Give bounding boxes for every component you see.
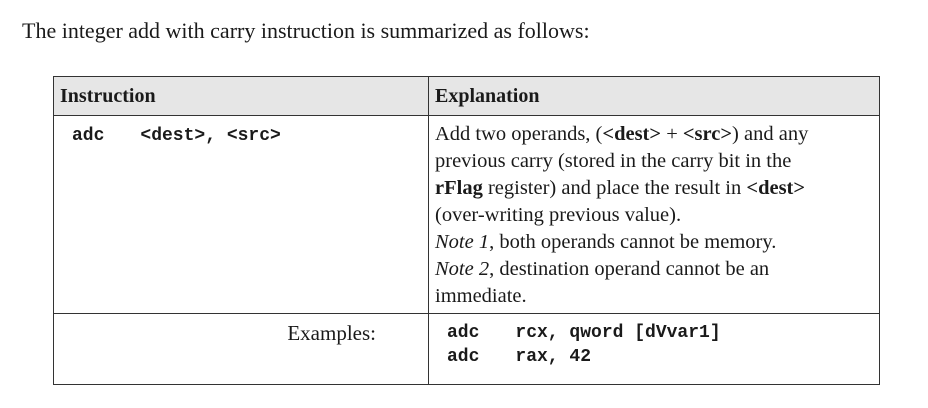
example-line: adc rax, 42 [447, 347, 592, 367]
instruction-summary-table: Instruction Explanation adc <dest>, <src>… [53, 76, 880, 385]
table-row: Examples: adc rcx, qword [dVvar1] adc rax,… [53, 313, 880, 385]
header-explanation: Explanation [428, 76, 880, 116]
table-header-row: Instruction Explanation [53, 76, 880, 116]
examples-label-cell: Examples: [53, 313, 429, 385]
example-line: adc rcx, qword [dVvar1] [447, 323, 721, 343]
intro-text: The integer add with carry instruction i… [22, 18, 590, 43]
examples-code: adc rcx, qword [dVvar1] adc rax, 42 [447, 321, 879, 369]
note-1: Note 1, both operands cannot be memory. [435, 231, 777, 253]
examples-cell: adc rcx, qword [dVvar1] adc rax, 42 [428, 313, 880, 385]
explanation-text: Add two operands, (<dest> + <src>) and a… [429, 116, 879, 313]
table-row: adc <dest>, <src> Add two operands, (<des… [53, 115, 880, 314]
explanation-line-2: previous carry (stored in the carry bit … [435, 150, 792, 172]
instruction-mnemonic: adc [72, 126, 105, 146]
instruction-syntax: adc <dest>, <src> [72, 124, 428, 148]
note-2: Note 2, destination operand cannot be an [435, 258, 770, 280]
explanation-line-3: rFlag register) and place the result in … [435, 177, 806, 199]
explanation-cell: Add two operands, (<dest> + <src>) and a… [428, 115, 880, 314]
explanation-line-7: immediate. [435, 285, 527, 307]
explanation-line-4: (over-writing previous value). [435, 204, 682, 226]
examples-label: Examples: [287, 321, 376, 345]
header-instruction: Instruction [53, 76, 429, 116]
instruction-cell: adc <dest>, <src> [53, 115, 429, 314]
explanation-line-1: Add two operands, (<dest> + <src>) and a… [435, 123, 809, 145]
instruction-operands: <dest>, <src> [140, 126, 281, 146]
